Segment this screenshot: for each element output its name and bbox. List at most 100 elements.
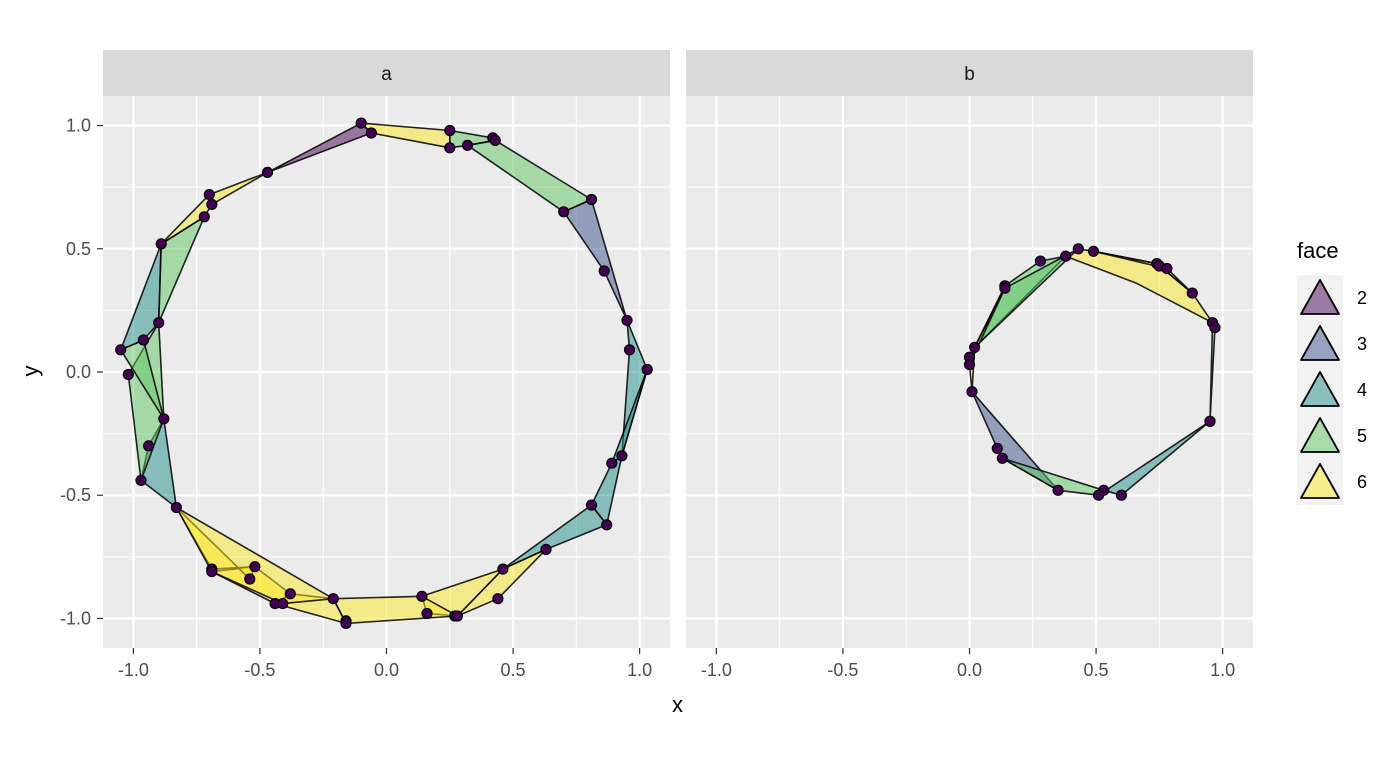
data-point	[1034, 255, 1047, 267]
x-tick-label: 0.5	[1084, 660, 1109, 680]
data-point	[115, 344, 127, 356]
axes: -1.0 -0.5 0.0 0.5 1.0 -1.0 -0.5 0.0 0.5 1.0 -1.0 -0…	[60, 116, 1235, 680]
legend-triangle-icon	[1300, 417, 1340, 453]
data-point	[143, 440, 155, 452]
data-point	[122, 368, 134, 381]
data-point	[991, 442, 1003, 454]
data-point	[249, 561, 261, 573]
legend-label: 5	[1357, 426, 1367, 446]
legend-label: 3	[1357, 334, 1367, 354]
data-point	[421, 607, 433, 620]
data-point	[444, 124, 456, 137]
data-point	[585, 193, 598, 206]
strip-b	[686, 50, 1253, 96]
data-point	[558, 206, 570, 218]
data-point	[966, 386, 978, 398]
data-point	[137, 334, 150, 346]
data-point	[1161, 262, 1173, 275]
data-point	[155, 238, 167, 250]
data-point	[968, 341, 981, 353]
legend-triangle-icon	[1300, 463, 1340, 499]
strip-label-a: a	[381, 64, 392, 85]
x-tick-label: 0.0	[957, 660, 982, 680]
data-point	[451, 610, 463, 622]
strip-a	[103, 50, 670, 96]
data-point	[340, 617, 352, 630]
data-point	[1072, 243, 1084, 255]
legend-title: face	[1297, 238, 1339, 263]
data-point	[1186, 287, 1198, 299]
legend: face 2 3 4 5 6	[1297, 238, 1367, 505]
data-point	[416, 590, 428, 602]
data-point	[261, 166, 274, 178]
x-tick-label: 0.0	[374, 660, 399, 680]
x-tick-label: -1.0	[701, 660, 732, 680]
legend-entry-6: 6	[1297, 459, 1367, 505]
x-tick-label: -0.5	[827, 660, 858, 680]
x-tick-label: -1.0	[118, 660, 149, 680]
legend-entry-2: 2	[1297, 275, 1367, 321]
x-axis-title: x	[672, 692, 683, 717]
panel-a: a	[103, 50, 670, 648]
y-tick-label: 0.0	[66, 362, 91, 382]
data-point	[203, 189, 215, 201]
data-point	[153, 317, 165, 329]
data-point	[641, 363, 653, 376]
data-point	[1060, 250, 1072, 262]
legend-triangle-icon	[1300, 371, 1340, 407]
data-point	[540, 543, 552, 556]
panel-b: b	[686, 50, 1253, 648]
data-point	[623, 344, 636, 356]
legend-triangle-icon	[1300, 279, 1340, 315]
data-point	[327, 593, 339, 605]
legend-entry-5: 5	[1297, 413, 1367, 459]
y-tick-label: 1.0	[66, 116, 91, 136]
data-point	[601, 519, 613, 531]
data-point	[170, 501, 182, 514]
legend-label: 4	[1357, 380, 1367, 400]
data-point	[1052, 484, 1064, 496]
data-point	[497, 563, 509, 575]
data-point	[277, 597, 289, 610]
y-axis-title: y	[18, 366, 43, 377]
strip-label-b: b	[964, 64, 975, 85]
data-point	[963, 359, 976, 371]
data-point	[621, 314, 633, 326]
legend-triangle-icon	[1300, 325, 1340, 361]
x-tick-label: 0.5	[501, 660, 526, 680]
data-point	[492, 593, 504, 605]
legend-label: 2	[1357, 288, 1367, 308]
data-point	[606, 457, 618, 469]
data-point	[1115, 489, 1128, 501]
data-point	[1204, 415, 1216, 427]
data-point	[585, 499, 598, 511]
data-point	[1209, 322, 1221, 334]
y-tick-label: 0.5	[66, 239, 91, 259]
y-tick-label: -0.5	[60, 485, 91, 505]
data-point	[444, 142, 456, 154]
legend-entry-3: 3	[1297, 321, 1367, 367]
data-point	[616, 450, 628, 462]
y-tick-label: -1.0	[60, 608, 91, 628]
data-point	[1087, 245, 1100, 257]
x-tick-label: -0.5	[244, 660, 275, 680]
data-point	[198, 211, 210, 223]
data-point	[489, 134, 501, 146]
data-point	[135, 474, 147, 486]
faces	[968, 248, 1216, 497]
legend-entry-4: 4	[1297, 367, 1367, 413]
data-point	[244, 573, 256, 585]
data-point	[461, 139, 474, 151]
data-point	[365, 127, 377, 139]
points	[963, 243, 1221, 501]
data-point	[206, 565, 218, 578]
x-tick-label: 1.0	[1210, 660, 1235, 680]
data-point	[1092, 489, 1105, 501]
data-point	[999, 282, 1011, 294]
data-point	[598, 265, 610, 277]
legend-label: 6	[1357, 472, 1367, 492]
data-point	[284, 588, 296, 600]
x-tick-label: 1.0	[627, 660, 652, 680]
data-point	[996, 452, 1009, 464]
